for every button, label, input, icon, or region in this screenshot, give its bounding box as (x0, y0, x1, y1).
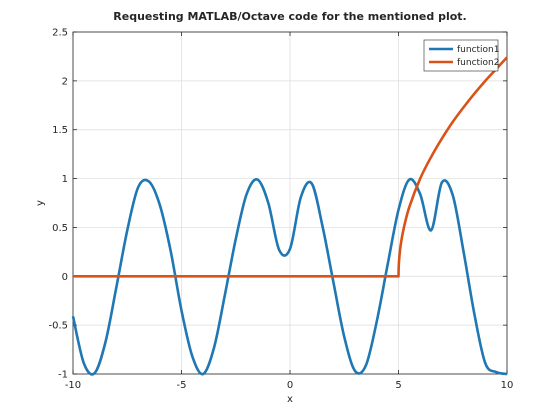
y-tick-label: -1 (58, 370, 68, 381)
x-axis-label: x (287, 394, 293, 405)
y-tick-label: -0.5 (48, 321, 68, 332)
x-tick-label: -10 (65, 380, 81, 391)
y-axis-label: y (35, 200, 46, 206)
y-tick-label: 1 (62, 174, 68, 185)
x-tick-label: -5 (177, 380, 187, 391)
ticks: -10 -5 0 5 10 -1 -0.5 0 0.5 1 1.5 2 2.5 (48, 28, 513, 392)
series-group (71, 56, 508, 376)
chart-title: Requesting MATLAB/Octave code for the me… (113, 10, 466, 23)
legend-box (423, 39, 499, 72)
series-line-function2 (73, 56, 508, 278)
x-tick-label: 0 (287, 380, 293, 391)
y-tick-label: 0 (62, 272, 68, 283)
y-tick-label: 1.5 (52, 125, 68, 136)
legend: function1 function2 (423, 39, 500, 72)
x-tick-label: 10 (501, 380, 514, 391)
y-tick-label: 2.5 (52, 28, 68, 39)
y-tick-label: 0.5 (52, 223, 68, 234)
y-tick-label: 2 (62, 76, 68, 87)
legend-label-function1: function1 (457, 45, 500, 55)
legend-label-function2: function2 (457, 58, 500, 68)
series-line-function1 (71, 177, 508, 376)
x-tick-label: 5 (395, 380, 401, 391)
